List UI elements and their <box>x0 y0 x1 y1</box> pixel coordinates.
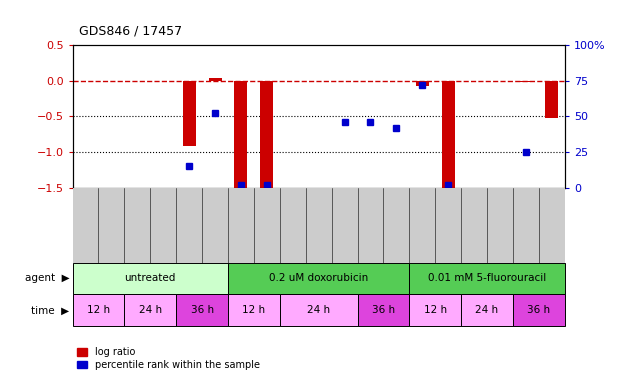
Text: GDS846 / 17457: GDS846 / 17457 <box>79 24 182 38</box>
Bar <box>261 81 273 188</box>
Bar <box>461 294 513 326</box>
Bar <box>228 262 410 294</box>
Bar <box>416 81 428 86</box>
Text: 36 h: 36 h <box>191 305 214 315</box>
Bar <box>228 294 280 326</box>
Text: 24 h: 24 h <box>139 305 162 315</box>
Text: 36 h: 36 h <box>372 305 395 315</box>
Bar <box>442 81 455 188</box>
Bar <box>410 294 461 326</box>
Text: 0.2 uM doxorubicin: 0.2 uM doxorubicin <box>269 273 369 284</box>
Bar <box>358 294 410 326</box>
Bar <box>280 294 358 326</box>
Bar <box>410 262 565 294</box>
Text: 12 h: 12 h <box>87 305 110 315</box>
Text: 12 h: 12 h <box>423 305 447 315</box>
Bar <box>235 81 247 188</box>
Text: 24 h: 24 h <box>307 305 330 315</box>
Bar <box>182 81 196 146</box>
Text: untreated: untreated <box>124 273 176 284</box>
Bar <box>519 81 533 82</box>
Text: 36 h: 36 h <box>528 305 550 315</box>
Bar <box>124 294 176 326</box>
Bar <box>513 294 565 326</box>
Bar <box>209 78 221 81</box>
Text: time  ▶: time ▶ <box>32 305 69 315</box>
Text: 24 h: 24 h <box>476 305 498 315</box>
Bar <box>176 294 228 326</box>
Text: 0.01 mM 5-fluorouracil: 0.01 mM 5-fluorouracil <box>428 273 546 284</box>
Bar <box>73 294 124 326</box>
Text: 12 h: 12 h <box>242 305 266 315</box>
Legend: log ratio, percentile rank within the sample: log ratio, percentile rank within the sa… <box>78 347 260 370</box>
Bar <box>545 81 558 118</box>
Bar <box>73 262 228 294</box>
Text: agent  ▶: agent ▶ <box>25 273 69 284</box>
